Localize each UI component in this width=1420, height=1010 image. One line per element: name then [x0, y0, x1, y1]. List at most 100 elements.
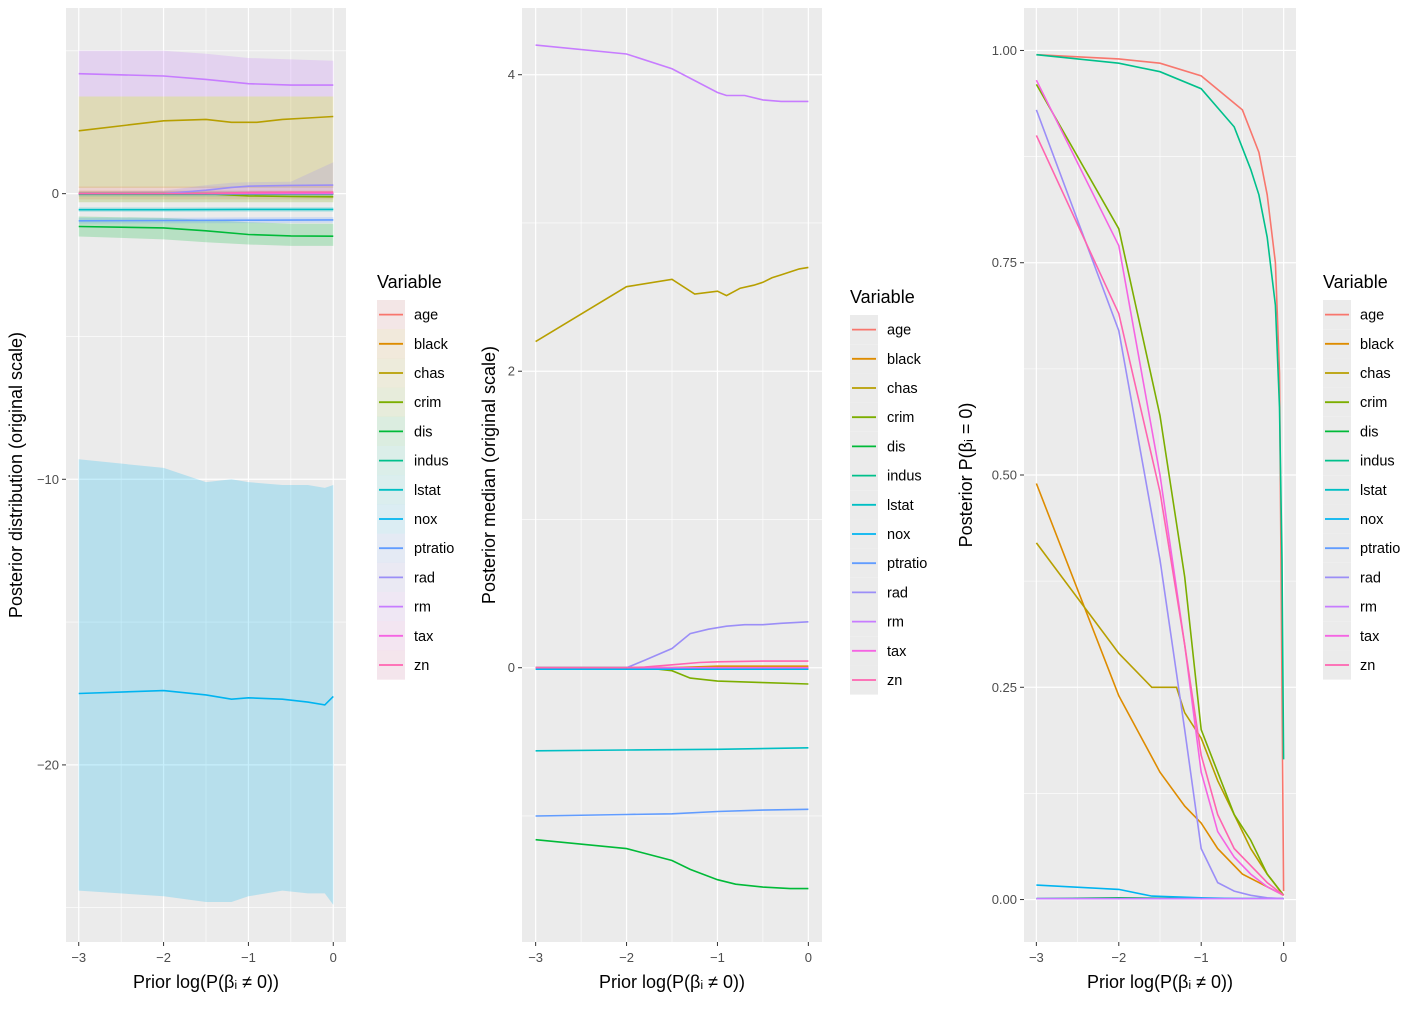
legend-label-chas: chas — [1360, 366, 1391, 382]
legend-item-crim: crim — [1323, 388, 1387, 417]
x-tick-label: −3 — [1029, 950, 1044, 965]
legend-label-lstat: lstat — [887, 498, 914, 514]
legend-title: Variable — [850, 287, 915, 307]
legend-label-tax: tax — [1360, 629, 1380, 645]
legend-item-rm: rm — [1323, 592, 1377, 621]
legend-label-rm: rm — [1360, 600, 1377, 616]
x-tick-label: −2 — [619, 950, 634, 965]
legend-item-dis: dis — [850, 432, 906, 461]
legend-label-crim: crim — [1360, 395, 1387, 411]
x-tick-label: 0 — [330, 950, 337, 965]
legend-label-indus: indus — [1360, 454, 1395, 470]
legend-item-rm: rm — [377, 592, 431, 621]
legend-label-black: black — [1360, 337, 1395, 353]
y-tick-label: 0 — [52, 186, 59, 201]
legend-item-lstat: lstat — [377, 475, 441, 504]
legend-item-rad: rad — [850, 578, 908, 607]
x-tick-label: 0 — [805, 950, 812, 965]
legend-label-chas: chas — [887, 381, 918, 397]
legend-item-lstat: lstat — [850, 490, 914, 519]
legend-label-zn: zn — [414, 658, 429, 674]
y-tick-label: 2 — [508, 364, 515, 379]
legend-item-indus: indus — [1323, 446, 1395, 475]
legend-label-nox: nox — [887, 527, 911, 543]
x-tick-label: −1 — [241, 950, 256, 965]
legend-label-rm: rm — [887, 615, 904, 631]
legend-item-black: black — [377, 329, 449, 358]
y-tick-label: −10 — [37, 472, 59, 487]
x-axis-title: Prior log(P(βᵢ ≠ 0)) — [599, 972, 745, 992]
y-axis-title: Posterior P(βᵢ = 0) — [956, 403, 976, 548]
legend: Variable age black chas crim dis indus lstat nox… — [1323, 272, 1400, 680]
y-tick-label: 4 — [508, 67, 515, 82]
legend-label-age: age — [887, 323, 911, 339]
legend-item-nox: nox — [850, 519, 911, 548]
legend-label-chas: chas — [414, 366, 445, 382]
legend-item-ptratio: ptratio — [850, 549, 927, 578]
x-tick-label: −1 — [710, 950, 725, 965]
legend-item-black: black — [850, 344, 922, 373]
legend-label-ptratio: ptratio — [414, 541, 454, 557]
legend-item-tax: tax — [377, 621, 434, 650]
y-tick-label: 0.50 — [992, 468, 1017, 483]
legend-label-nox: nox — [414, 512, 438, 528]
x-tick-label: −2 — [156, 950, 171, 965]
legend-label-rm: rm — [414, 600, 431, 616]
legend-label-age: age — [1360, 308, 1384, 324]
y-axis-title: Posterior median (original scale) — [479, 346, 499, 604]
legend-item-tax: tax — [850, 636, 907, 665]
legend-label-ptratio: ptratio — [887, 556, 927, 572]
x-tick-label: −2 — [1111, 950, 1126, 965]
legend-label-age: age — [414, 308, 438, 324]
legend-item-age: age — [1323, 300, 1384, 329]
legend-label-crim: crim — [887, 410, 914, 426]
legend-item-tax: tax — [1323, 621, 1380, 650]
legend-label-rad: rad — [1360, 570, 1381, 586]
y-tick-label: 1.00 — [992, 43, 1017, 58]
legend-item-nox: nox — [1323, 504, 1384, 533]
legend-label-ptratio: ptratio — [1360, 541, 1400, 557]
legend-label-black: black — [887, 352, 922, 368]
x-axis-title: Prior log(P(βᵢ ≠ 0)) — [133, 972, 279, 992]
legend-item-ptratio: ptratio — [377, 534, 454, 563]
legend: Variableageblackchascrimdisinduslstatnox… — [377, 272, 454, 680]
legend-item-crim: crim — [850, 403, 914, 432]
legend-label-black: black — [414, 337, 449, 353]
legend-item-ptratio: ptratio — [1323, 534, 1400, 563]
x-axis-title: Prior log(P(βᵢ ≠ 0)) — [1087, 972, 1233, 992]
legend-item-age: age — [850, 315, 911, 344]
legend-item-age: age — [377, 300, 438, 329]
legend-title: Variable — [377, 272, 442, 292]
y-tick-label: 0.00 — [992, 892, 1017, 907]
x-tick-label: −3 — [528, 950, 543, 965]
y-axis-title: Posterior distribution (original scale) — [6, 332, 26, 618]
legend-item-indus: indus — [850, 461, 922, 490]
legend-item-rad: rad — [377, 563, 435, 592]
legend-item-rad: rad — [1323, 563, 1381, 592]
legend-item-lstat: lstat — [1323, 475, 1387, 504]
legend-label-zn: zn — [887, 673, 902, 689]
legend-label-indus: indus — [414, 454, 449, 470]
legend-label-lstat: lstat — [1360, 483, 1387, 499]
legend-item-dis: dis — [1323, 417, 1379, 446]
legend-label-tax: tax — [414, 629, 434, 645]
x-tick-label: −1 — [1194, 950, 1209, 965]
legend-label-tax: tax — [887, 644, 907, 660]
x-tick-label: 0 — [1280, 950, 1287, 965]
legend-item-rm: rm — [850, 607, 904, 636]
legend-label-lstat: lstat — [414, 483, 441, 499]
legend-item-zn: zn — [850, 665, 902, 694]
series-line-ptratio — [79, 220, 334, 221]
ribbon-nox — [79, 459, 334, 905]
legend-item-indus: indus — [377, 446, 449, 475]
ribbon-chas — [79, 97, 334, 188]
legend-item-nox: nox — [377, 504, 438, 533]
legend-label-zn: zn — [1360, 658, 1375, 674]
legend-label-rad: rad — [887, 585, 908, 601]
legend-title: Variable — [1323, 272, 1388, 292]
